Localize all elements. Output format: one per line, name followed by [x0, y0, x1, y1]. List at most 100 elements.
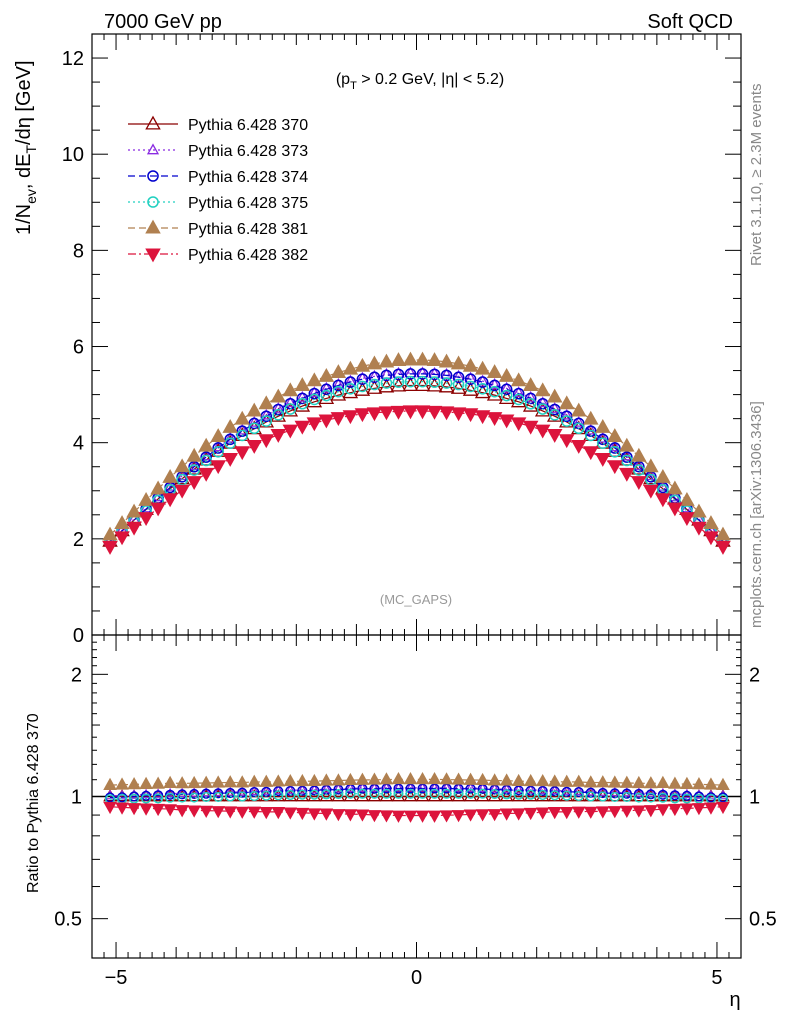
data-point [354, 357, 371, 372]
data-point [560, 415, 573, 427]
ratio-point [369, 788, 380, 799]
data-point [222, 452, 238, 467]
ratio-point [633, 792, 644, 803]
data-point [332, 377, 345, 389]
data-point [306, 393, 323, 408]
ratio-point [201, 788, 212, 799]
data-point [428, 368, 441, 381]
ratio-point [187, 775, 201, 789]
data-point [224, 433, 237, 446]
legend-label: Pythia 6.428 370 [188, 117, 308, 134]
data-point [332, 385, 345, 398]
ratio-point [453, 782, 464, 792]
ratio-point [477, 788, 488, 799]
ratio-point [417, 783, 428, 794]
legend-label: Pythia 6.428 375 [188, 195, 308, 212]
ratio-point [249, 786, 260, 798]
ratio-point [692, 803, 706, 816]
ratio-point [213, 791, 224, 803]
ratio-series-5 [103, 771, 730, 790]
y-tick-label: 10 [62, 144, 84, 166]
ratio-point [704, 777, 718, 790]
ratio-point [415, 772, 430, 785]
ratio-point [249, 791, 260, 802]
ratio-point [620, 775, 634, 788]
ratio-point [537, 785, 548, 796]
ratio-point [547, 774, 562, 787]
data-point [282, 424, 299, 439]
data-point [270, 428, 287, 443]
ratio-point [451, 789, 466, 802]
data-point [404, 375, 417, 388]
ratio-point [427, 771, 442, 785]
data-point [452, 378, 465, 391]
data-point [643, 484, 659, 499]
data-point [438, 406, 455, 421]
series-line [109, 381, 724, 544]
data-point [500, 381, 513, 393]
data-point [306, 372, 323, 387]
ratio-point [273, 790, 284, 801]
data-point [619, 437, 635, 452]
data-point [667, 480, 683, 495]
ratio-point [621, 788, 632, 799]
data-point [380, 369, 393, 382]
data-point [404, 368, 417, 380]
ratio-point [369, 782, 380, 792]
data-point [452, 371, 465, 384]
data-point [174, 484, 190, 499]
ratio-point [164, 787, 176, 798]
ratio-point [103, 777, 117, 790]
data-point [546, 388, 563, 403]
ratio-point [463, 772, 478, 785]
ratio-point [285, 789, 296, 801]
data-point [294, 377, 311, 392]
data-point [272, 401, 285, 413]
y-tick-label: 12 [62, 48, 84, 70]
data-point [272, 409, 285, 421]
ratio-point [284, 784, 296, 794]
ratio-point [297, 789, 308, 800]
ratio-point [367, 789, 382, 802]
ratio-point [465, 782, 476, 792]
y-tick-label: 2 [73, 529, 84, 551]
ratio-point [549, 784, 561, 795]
data-point [608, 440, 621, 452]
ratio-point [656, 804, 670, 817]
ratio-point [656, 789, 670, 802]
data-point [474, 410, 491, 425]
data-point [330, 386, 347, 401]
data-point [474, 360, 491, 375]
ratio-point [295, 789, 310, 802]
data-point [498, 414, 515, 429]
x-tick-label: 0 [411, 967, 422, 989]
ratio-point [272, 784, 284, 795]
ratio-y-tick-label: 1 [71, 787, 82, 809]
x-tick-label: 5 [711, 967, 722, 989]
data-point [534, 382, 551, 397]
legend-label: Pythia 6.428 373 [188, 143, 308, 160]
data-point [174, 458, 190, 473]
ratio-point [225, 791, 236, 802]
data-point [560, 408, 573, 420]
data-point [258, 395, 275, 410]
data-point [488, 377, 501, 389]
data-point [498, 390, 515, 404]
ratio-point [343, 809, 358, 822]
data-point [162, 468, 178, 483]
ratio-point [199, 775, 213, 788]
data-point [558, 395, 575, 410]
ratio-point [151, 803, 165, 817]
data-point [570, 440, 587, 454]
data-point [414, 405, 431, 420]
data-point [584, 429, 597, 442]
data-point [354, 408, 371, 423]
ratio-point [439, 810, 454, 823]
data-point [524, 392, 537, 405]
data-point [655, 468, 671, 483]
ratio-point [537, 789, 548, 801]
ratio-point [561, 785, 573, 795]
series-line [109, 410, 724, 547]
data-point [356, 380, 369, 393]
ratio-point [656, 775, 670, 788]
